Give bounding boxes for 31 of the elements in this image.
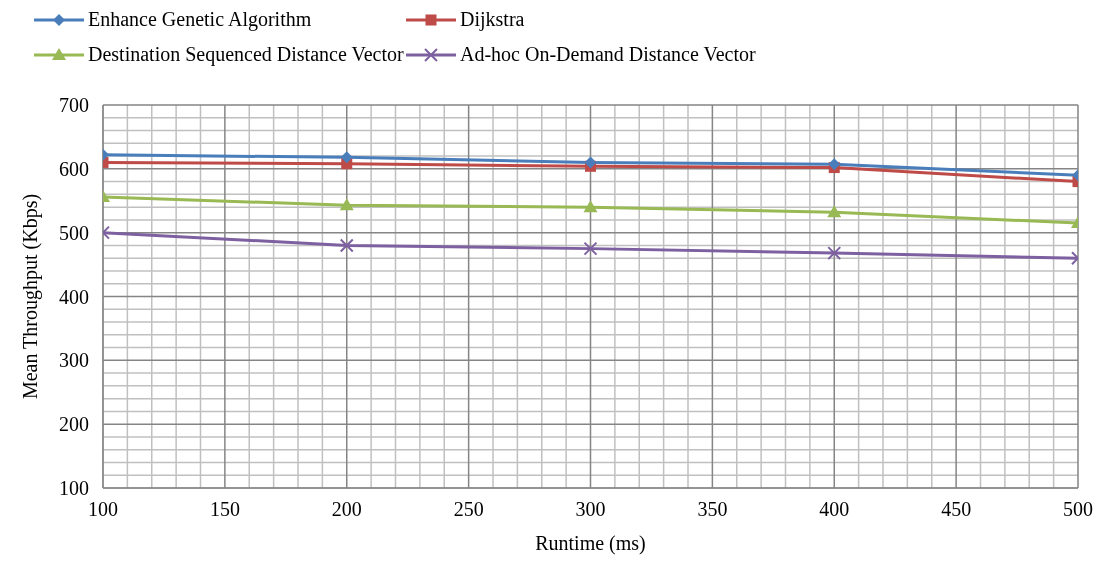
legend-label: Destination Sequenced Distance Vector	[88, 43, 404, 66]
y-tick-label: 300	[59, 349, 89, 372]
x-tick-label: 450	[941, 498, 972, 521]
y-tick-label: 500	[59, 221, 89, 244]
point	[340, 151, 353, 164]
legend-label: Enhance Genetic Algorithm	[88, 8, 312, 31]
point	[827, 205, 842, 218]
point	[584, 156, 597, 169]
x-tick-label: 250	[453, 498, 484, 521]
y-tick-label: 400	[59, 285, 89, 308]
point	[583, 200, 598, 213]
y-tick-label: 600	[59, 157, 89, 180]
point	[827, 246, 842, 261]
point	[339, 238, 354, 253]
x-tick-label: 150	[209, 498, 240, 521]
point	[828, 158, 841, 171]
point	[583, 241, 598, 256]
y-tick-label: 100	[59, 477, 89, 500]
x-tick-label: 200	[331, 498, 362, 521]
y-tick-label: 200	[59, 413, 89, 436]
x-tick-label: 400	[819, 498, 850, 521]
x-tick-label: 350	[697, 498, 728, 521]
x-tick-label: 100	[88, 498, 118, 521]
y-tick-label: 700	[59, 94, 89, 117]
legend-label: Dijkstra	[460, 8, 525, 31]
y-axis-title: Mean Throughput (Kbps)	[19, 193, 43, 400]
legend-label: Ad-hoc On-Demand Distance Vector	[460, 43, 756, 66]
point	[339, 198, 354, 211]
x-axis-title: Runtime (ms)	[535, 532, 646, 555]
x-tick-label: 300	[575, 498, 606, 521]
x-tick-label: 500	[1063, 498, 1093, 521]
